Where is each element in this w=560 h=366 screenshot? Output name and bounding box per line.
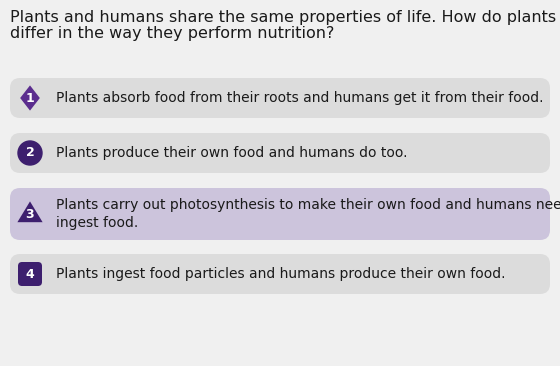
Text: Plants and humans share the same properties of life. How do plants: Plants and humans share the same propert… bbox=[10, 10, 556, 25]
FancyBboxPatch shape bbox=[10, 133, 550, 173]
Polygon shape bbox=[20, 85, 40, 111]
Text: ingest food.: ingest food. bbox=[56, 216, 138, 230]
Text: Plants ingest food particles and humans produce their own food.: Plants ingest food particles and humans … bbox=[56, 267, 506, 281]
Text: Plants carry out photosynthesis to make their own food and humans need to: Plants carry out photosynthesis to make … bbox=[56, 198, 560, 212]
Circle shape bbox=[18, 141, 42, 165]
Text: 2: 2 bbox=[26, 146, 34, 160]
Text: differ in the way they perform nutrition?: differ in the way they perform nutrition… bbox=[10, 26, 334, 41]
Text: 3: 3 bbox=[26, 208, 34, 220]
FancyBboxPatch shape bbox=[10, 188, 550, 240]
FancyBboxPatch shape bbox=[10, 254, 550, 294]
Text: Plants produce their own food and humans do too.: Plants produce their own food and humans… bbox=[56, 146, 408, 160]
Polygon shape bbox=[17, 201, 43, 222]
FancyBboxPatch shape bbox=[18, 262, 42, 286]
Text: Plants absorb food from their roots and humans get it from their food.: Plants absorb food from their roots and … bbox=[56, 91, 544, 105]
FancyBboxPatch shape bbox=[10, 78, 550, 118]
Text: 1: 1 bbox=[26, 92, 34, 105]
Text: 4: 4 bbox=[26, 268, 34, 280]
